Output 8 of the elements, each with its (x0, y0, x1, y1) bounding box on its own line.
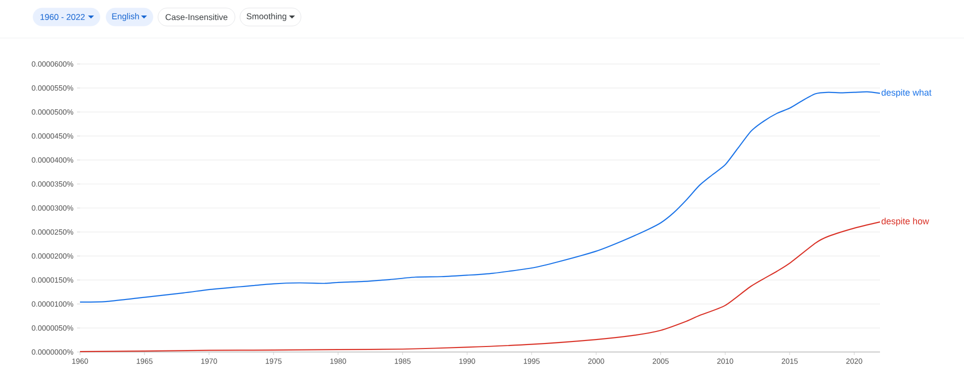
series-label: despite what (882, 89, 932, 98)
series-label: despite how (882, 218, 930, 226)
text: 1960 - 2022 (40, 14, 85, 20)
text: Smoothing (246, 13, 286, 21)
line-series (79, 91, 881, 303)
text: English (112, 13, 139, 21)
line-series (79, 221, 881, 352)
text: Case-Insensitive (166, 14, 228, 20)
